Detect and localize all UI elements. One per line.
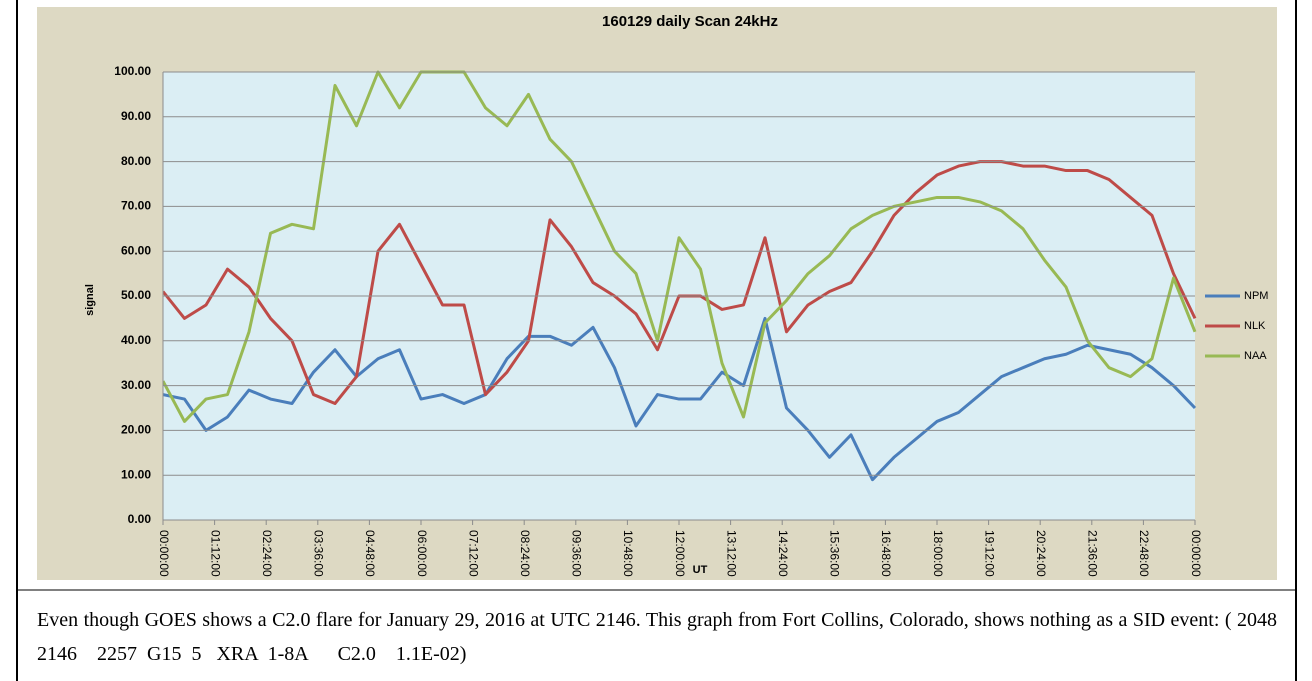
x-tick-label: 14:24:00 bbox=[776, 530, 790, 577]
y-axis-label: signal bbox=[84, 284, 96, 316]
x-tick-label: 20:24:00 bbox=[1034, 530, 1048, 577]
x-tick-label: 22:48:00 bbox=[1137, 530, 1151, 577]
x-tick-label: 03:36:00 bbox=[312, 530, 326, 577]
y-tick-label: 30.00 bbox=[121, 378, 151, 392]
y-tick-label: 70.00 bbox=[121, 199, 151, 213]
x-tick-label: 21:36:00 bbox=[1086, 530, 1100, 577]
series-line bbox=[163, 70, 1197, 423]
x-tick-label: 13:12:00 bbox=[724, 530, 738, 577]
legend-label: NAA bbox=[1244, 350, 1267, 362]
x-tick-label: 01:12:00 bbox=[208, 530, 222, 577]
y-tick-label: 100.00 bbox=[114, 64, 151, 78]
y-tick-label: 60.00 bbox=[121, 243, 151, 257]
y-tick-label: 20.00 bbox=[121, 423, 151, 437]
x-tick-label: 07:12:00 bbox=[466, 530, 480, 577]
series-line bbox=[163, 316, 1197, 482]
x-tick-label: 00:00:00 bbox=[1189, 530, 1203, 577]
legend-label: NLK bbox=[1244, 320, 1266, 332]
x-tick-label: 10:48:00 bbox=[621, 530, 635, 577]
legend: NPM NLK NAA bbox=[1205, 290, 1268, 362]
x-tick-label: 04:48:00 bbox=[363, 530, 377, 577]
y-tick-label: 10.00 bbox=[121, 467, 151, 481]
x-tick-label: 19:12:00 bbox=[982, 530, 996, 577]
y-tick-label: 40.00 bbox=[121, 333, 151, 347]
x-tick-label: 08:24:00 bbox=[518, 530, 532, 577]
x-axis-label: UT bbox=[693, 564, 708, 576]
x-tick-label: 06:00:00 bbox=[415, 530, 429, 577]
y-tick-label: 50.00 bbox=[121, 288, 151, 302]
caption: Even though GOES shows a C2.0 flare for … bbox=[37, 609, 1292, 665]
x-tick-label: 15:36:00 bbox=[828, 530, 842, 577]
y-tick-label: 90.00 bbox=[121, 109, 151, 123]
x-tick-label: 02:24:00 bbox=[260, 530, 274, 577]
x-tick-label: 09:36:00 bbox=[570, 530, 584, 577]
x-tick-label: 12:00:00 bbox=[673, 530, 687, 577]
y-tick-label: 0.00 bbox=[128, 512, 152, 526]
chart-title: 160129 daily Scan 24kHz bbox=[602, 13, 778, 30]
y-tick-label: 80.00 bbox=[121, 154, 151, 168]
legend-label: NPM bbox=[1244, 290, 1268, 302]
x-tick-label: 00:00:00 bbox=[157, 530, 171, 577]
x-tick-label: 16:48:00 bbox=[879, 530, 893, 577]
x-tick-label: 18:00:00 bbox=[931, 530, 945, 577]
